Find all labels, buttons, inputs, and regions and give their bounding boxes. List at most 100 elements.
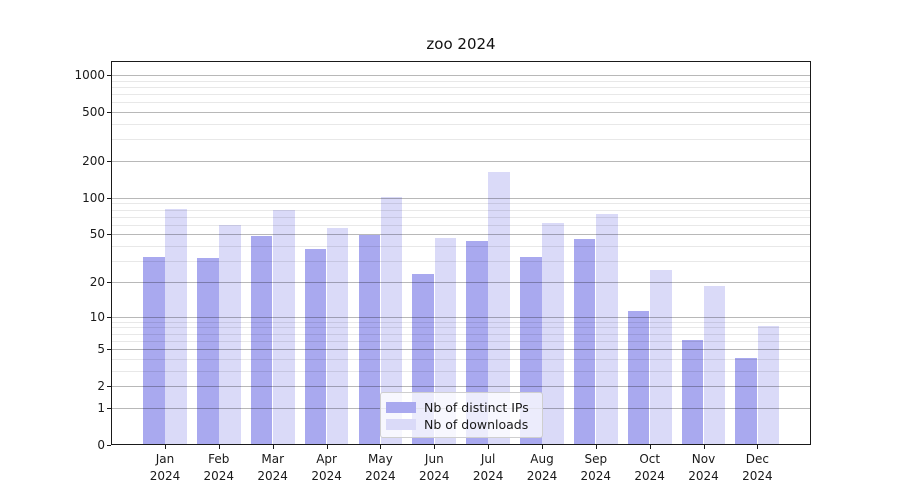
major-gridline-20 <box>112 281 810 283</box>
legend-swatch-downloads <box>386 419 416 430</box>
bar-nb-of-downloads-oct <box>649 269 672 444</box>
x-tick-label-jul: Jul 2024 <box>472 452 504 483</box>
y-tick-label-5: 5 <box>97 342 105 356</box>
y-tick-label-0: 0 <box>97 438 105 452</box>
major-gridline-10 <box>112 316 810 318</box>
y-tick-label-10: 10 <box>89 309 105 324</box>
y-tick-1000 <box>107 75 111 76</box>
y-tick-label-1: 1 <box>97 400 105 415</box>
y-tick-20 <box>107 281 111 283</box>
bar-nb-of-distinct-ips-mar <box>250 235 273 444</box>
plot-area <box>111 61 811 445</box>
x-tick-nov <box>703 445 705 449</box>
minor-gridline-600 <box>112 102 810 104</box>
minor-gridline-9 <box>112 321 810 323</box>
bar-nb-of-downloads-aug <box>542 223 564 444</box>
chart-title: zoo 2024 <box>426 35 496 53</box>
major-gridline-5 <box>112 349 810 350</box>
x-tick-aug <box>542 445 543 449</box>
minor-gridline-30 <box>112 261 810 263</box>
x-tick-label-may: May 2024 <box>365 452 396 483</box>
legend-item-downloads: Nb of downloads <box>386 416 534 433</box>
x-tick-feb <box>218 445 220 449</box>
x-tick-label-oct: Oct 2024 <box>634 452 665 483</box>
bar-nb-of-downloads-apr <box>326 228 349 444</box>
x-tick-label-nov: Nov 2024 <box>688 452 719 483</box>
major-gridline-100 <box>112 197 810 199</box>
minor-gridline-40 <box>112 246 810 248</box>
y-tick-label-100: 100 <box>82 190 105 205</box>
minor-gridline-3 <box>112 370 810 372</box>
bar-nb-of-downloads-sep <box>596 214 618 444</box>
y-tick-500 <box>107 112 111 114</box>
y-tick-label-20: 20 <box>89 274 105 289</box>
legend-label-distinct-ips: Nb of distinct IPs <box>424 400 529 415</box>
y-tick-50 <box>107 234 111 236</box>
bar-nb-of-downloads-jul <box>488 171 510 444</box>
legend-swatch-distinct-ips <box>386 402 416 413</box>
legend: Nb of distinct IPs Nb of downloads <box>380 392 543 438</box>
minor-gridline-7 <box>112 333 810 335</box>
major-gridline-200 <box>112 161 810 162</box>
minor-gridline-4 <box>112 358 810 360</box>
x-tick-sep <box>595 445 597 449</box>
x-tick-label-sep: Sep 2024 <box>580 452 612 483</box>
x-tick-may <box>380 445 382 449</box>
x-tick-jan <box>165 445 166 449</box>
y-tick-label-2: 2 <box>97 379 105 394</box>
x-tick-mar <box>272 445 274 449</box>
minor-gridline-300 <box>112 139 810 141</box>
y-tick-0 <box>107 445 111 446</box>
bar-nb-of-downloads-jan <box>165 208 187 444</box>
bar-nb-of-distinct-ips-nov <box>681 339 704 444</box>
x-tick-oct <box>649 445 651 449</box>
x-tick-label-apr: Apr 2024 <box>311 452 342 483</box>
bar-nb-of-distinct-ips-jan <box>143 256 165 444</box>
x-tick-jun <box>434 445 436 449</box>
legend-item-distinct-ips: Nb of distinct IPs <box>386 399 534 416</box>
bar-nb-of-downloads-may <box>380 196 403 444</box>
minor-gridline-6 <box>112 340 810 342</box>
bar-nb-of-distinct-ips-feb <box>196 258 219 444</box>
x-tick-label-jun: Jun 2024 <box>419 452 450 483</box>
y-tick-label-200: 200 <box>82 154 105 168</box>
bar-nb-of-distinct-ips-dec <box>735 357 758 444</box>
y-tick-2 <box>107 386 111 388</box>
major-gridline-2 <box>112 386 810 388</box>
major-gridline-500 <box>112 112 810 114</box>
y-tick-label-50: 50 <box>89 227 105 242</box>
x-tick-label-jan: Jan 2024 <box>149 452 181 483</box>
major-gridline-1000 <box>112 75 810 76</box>
minor-gridline-900 <box>112 80 810 82</box>
y-tick-label-1000: 1000 <box>74 68 105 82</box>
bar-nb-of-downloads-feb <box>219 224 241 444</box>
minor-gridline-70 <box>112 216 810 218</box>
bar-nb-of-distinct-ips-oct <box>627 310 650 444</box>
minor-gridline-400 <box>112 124 810 125</box>
minor-gridline-80 <box>112 209 810 211</box>
y-tick-100 <box>107 197 111 199</box>
bar-nb-of-distinct-ips-apr <box>304 249 327 444</box>
legend-label-downloads: Nb of downloads <box>424 417 529 432</box>
x-tick-label-mar: Mar 2024 <box>257 452 288 483</box>
x-tick-dec <box>757 445 759 449</box>
bar-nb-of-downloads-nov <box>703 286 726 444</box>
x-tick-apr <box>326 445 328 449</box>
y-tick-label-500: 500 <box>82 105 105 120</box>
x-tick-label-dec: Dec 2024 <box>742 452 773 483</box>
x-tick-label-feb: Feb 2024 <box>203 452 235 483</box>
y-tick-200 <box>107 161 111 162</box>
bar-nb-of-downloads-dec <box>757 326 780 444</box>
x-tick-jul <box>488 445 490 449</box>
bar-nb-of-distinct-ips-may <box>358 234 381 444</box>
minor-gridline-700 <box>112 94 810 96</box>
minor-gridline-800 <box>112 86 810 88</box>
major-gridline-50 <box>112 234 810 236</box>
bar-nb-of-distinct-ips-sep <box>573 239 596 444</box>
minor-gridline-90 <box>112 203 810 205</box>
minor-gridline-8 <box>112 327 810 329</box>
minor-gridline-60 <box>112 224 810 226</box>
y-tick-1 <box>107 407 111 409</box>
y-tick-10 <box>107 316 111 318</box>
